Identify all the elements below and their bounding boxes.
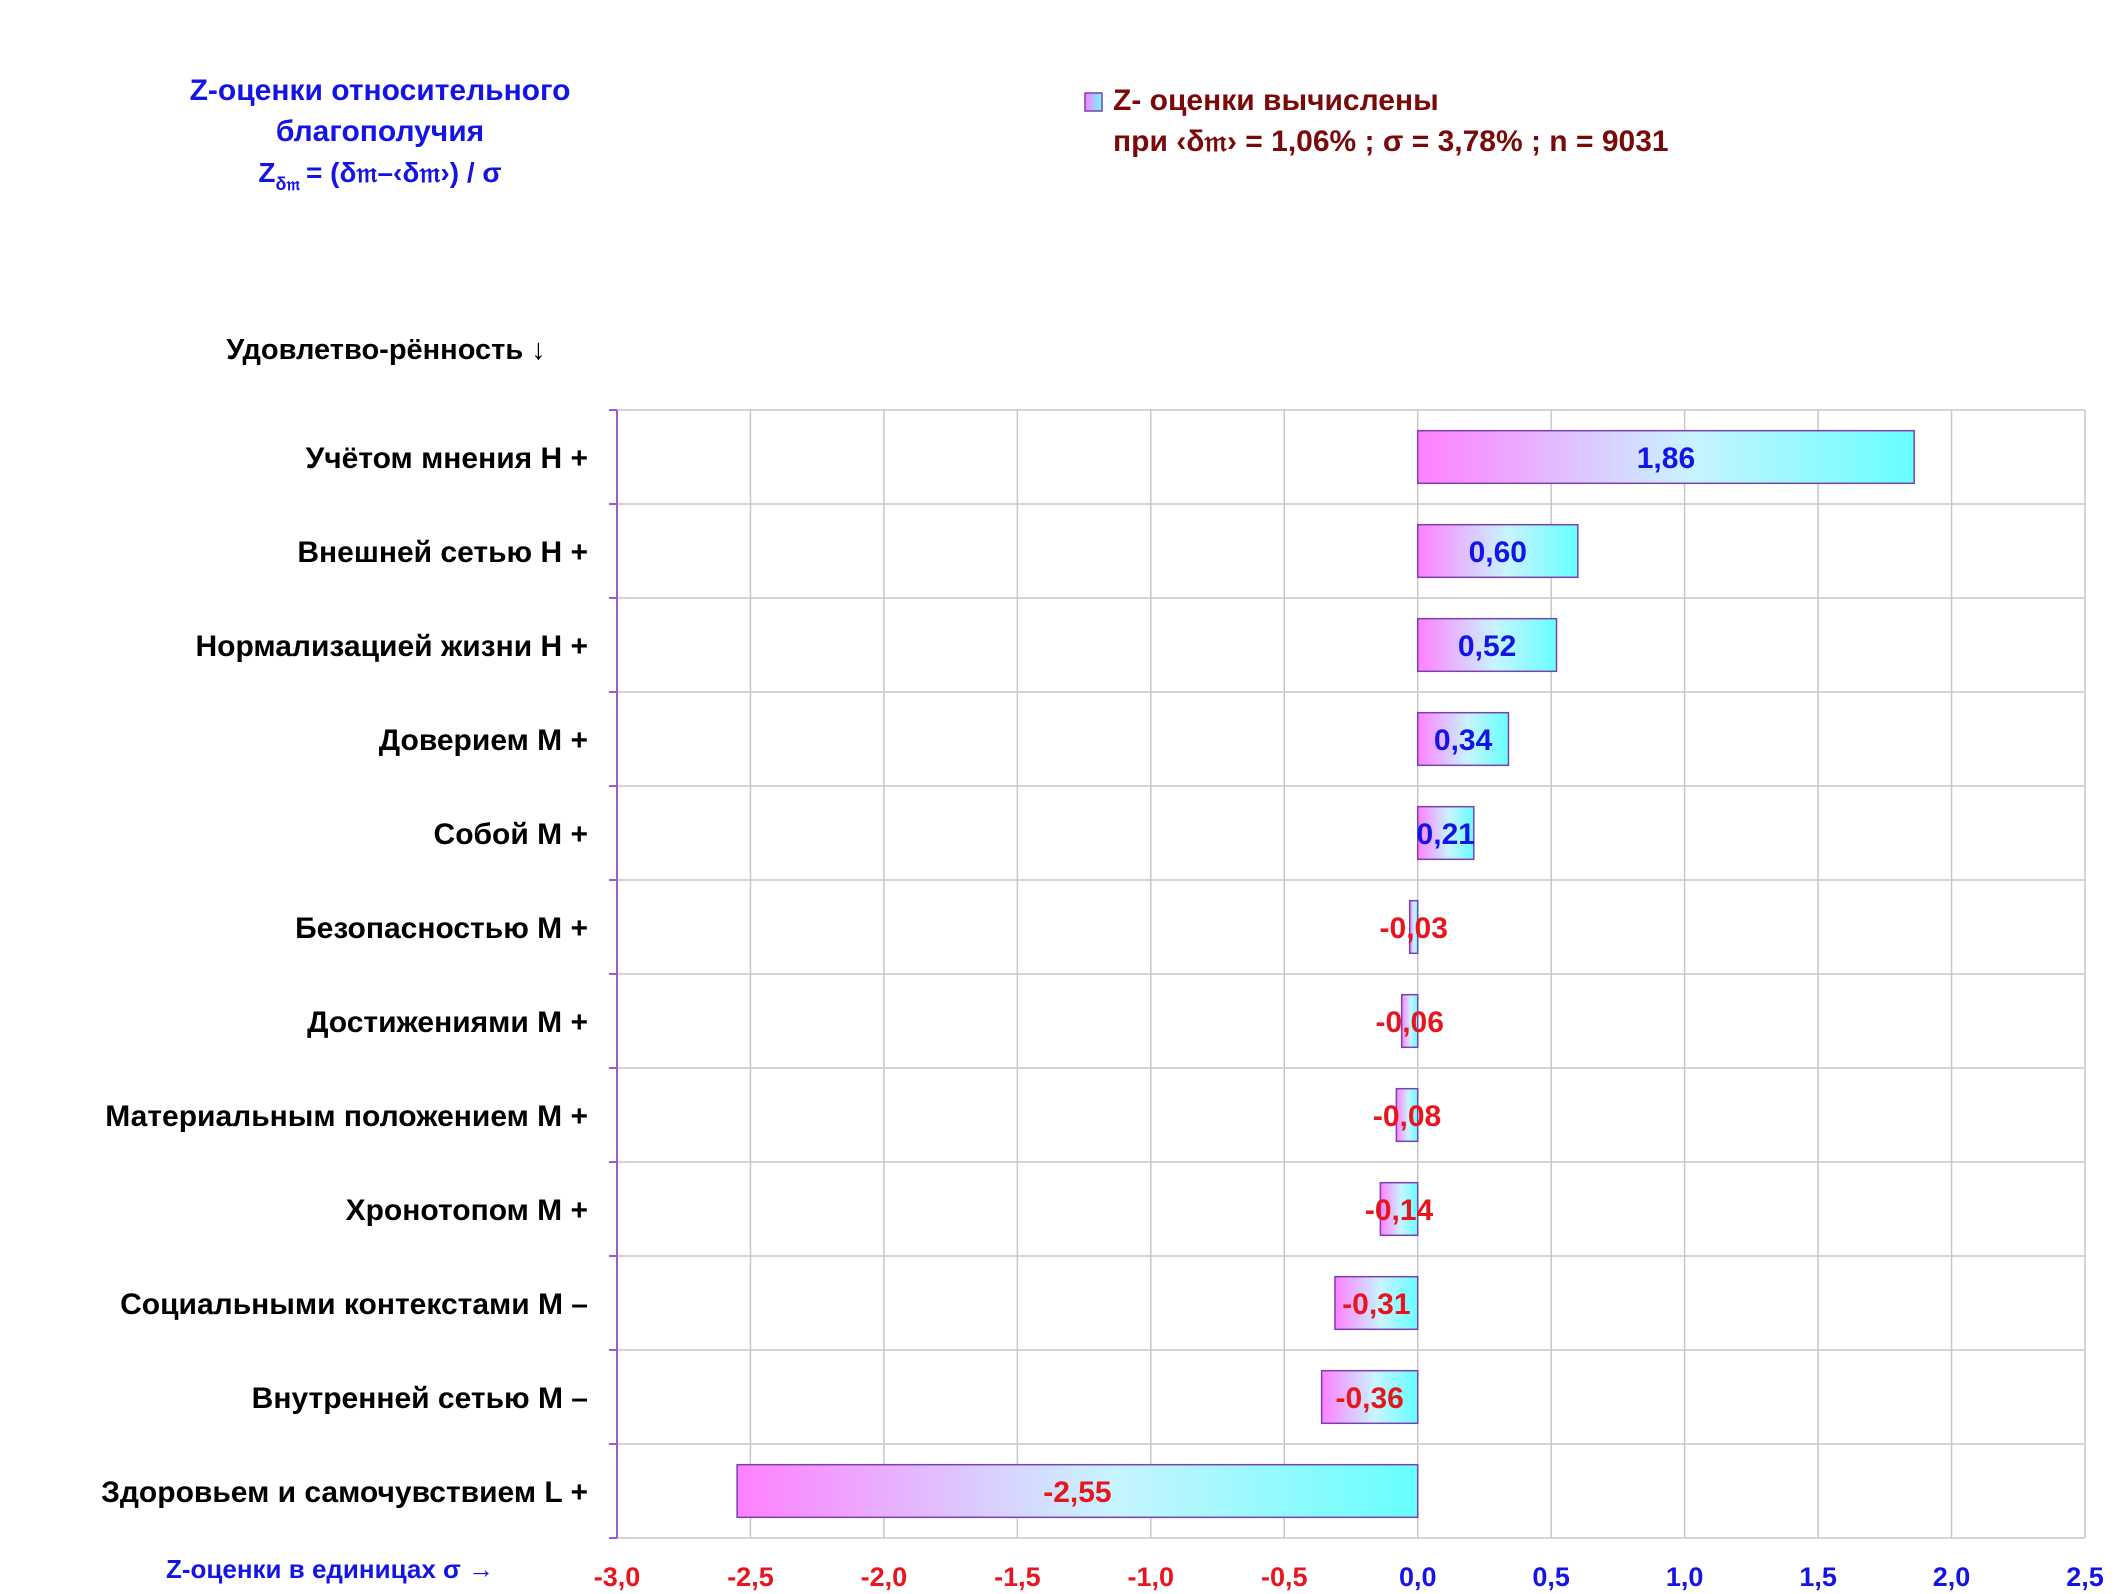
category-label: Внутренней сетью М –: [252, 1382, 588, 1415]
bar-value-label: -0,08: [1373, 1100, 1441, 1133]
chart-title-line1: Z-оценки относительного: [190, 74, 571, 107]
bar-value-label: 0,52: [1458, 630, 1516, 663]
x-tick-labels: -3,0 -2,5 -2,0 -1,5 -1,0 -0,5 0,0 0,5 1,0 1,5 2,0 2…: [594, 1562, 2104, 1592]
x-axis-label: Z-оценки в единицах σ →: [166, 1554, 494, 1584]
x-tick-label: 2,0: [1933, 1562, 1971, 1592]
category-label: Материальным положением М +: [105, 1100, 588, 1133]
value-labels: 1,86 0,60 0,52 0,34 0,21 -0,03 -0,06 -0,08 -0,14…: [1043, 442, 1695, 1509]
x-tick-label: 0,5: [1532, 1562, 1570, 1592]
bar: [1320, 1369, 1419, 1425]
bar-value-label: -0,36: [1335, 1382, 1403, 1415]
bar-value-label: 1,86: [1637, 442, 1695, 475]
bar-value-label: -0,31: [1342, 1288, 1410, 1321]
x-tick-label: -2,5: [727, 1562, 774, 1592]
category-label: Социальными контекстами М –: [120, 1288, 588, 1321]
category-label: Здоровьем и самочувствием L +: [101, 1476, 588, 1509]
category-label: Внешней сетью Н +: [297, 536, 588, 569]
bar: [1416, 711, 1510, 767]
bar: [1334, 1275, 1419, 1331]
x-tick-label: 1,5: [1799, 1562, 1837, 1592]
formula-body: = (δ𝔪–‹δ𝔪›) / σ: [306, 157, 502, 188]
y-axis-label: Удовлетво-рённость ↓: [226, 334, 546, 366]
bar: [1379, 1181, 1419, 1237]
bar-value-label: -0,06: [1376, 1006, 1444, 1039]
bar: [1408, 899, 1419, 955]
bar-value-label: 0,60: [1469, 536, 1527, 569]
category-label: Хронотопом М +: [346, 1194, 588, 1227]
legend: Z- оценки вычислены при ‹δ𝔪› = 1,06% ; σ…: [1084, 84, 1669, 158]
x-tick-label: -3,0: [594, 1562, 641, 1592]
category-labels: Учётом мнения Н + Внешней сетью Н + Нормал…: [101, 442, 588, 1509]
bar: [1416, 617, 1558, 673]
x-tick-label: 0,0: [1399, 1562, 1437, 1592]
category-label: Собой М +: [434, 818, 588, 851]
category-label: Доверием М +: [379, 724, 588, 757]
category-label: Учётом мнения Н +: [306, 442, 588, 475]
x-tick-label: -1,5: [994, 1562, 1041, 1592]
x-tick-label: 2,5: [2066, 1562, 2104, 1592]
bar: [1400, 993, 1419, 1049]
bar: [1416, 429, 1915, 485]
grid: [609, 409, 2086, 1539]
bar: [1416, 523, 1579, 579]
legend-line2: при ‹δ𝔪› = 1,06% ; σ = 3,78% ; n = 9031: [1113, 125, 1669, 158]
category-label: Безопасностью М +: [295, 912, 588, 945]
x-tick-label: -0,5: [1261, 1562, 1308, 1592]
formula-z: Z: [258, 157, 275, 188]
bar-value-label: -0,14: [1365, 1194, 1434, 1227]
bar: [736, 1463, 1419, 1519]
chart-title-formula: Zδ𝔪 = (δ𝔪–‹δ𝔪›) / σ: [258, 157, 501, 194]
bar-value-label: -0,03: [1380, 912, 1448, 945]
x-tick-label: -1,0: [1128, 1562, 1175, 1592]
bar-value-label: 0,21: [1417, 818, 1475, 851]
category-label: Достижениями М +: [307, 1006, 588, 1039]
bar: [1395, 1087, 1419, 1143]
chart-title-line2: благополучия: [276, 115, 484, 148]
category-label: Нормализацией жизни Н +: [196, 630, 589, 663]
x-tick-label: -2,0: [861, 1562, 908, 1592]
bar: [1416, 805, 1475, 861]
formula-subscript: δ𝔪: [276, 174, 301, 194]
legend-swatch: [1084, 92, 1103, 112]
x-tick-label: 1,0: [1666, 1562, 1704, 1592]
bar-value-label: -2,55: [1043, 1476, 1111, 1509]
legend-line1: Z- оценки вычислены: [1113, 84, 1439, 117]
bar-value-label: 0,34: [1434, 724, 1493, 757]
bars: [736, 429, 1915, 1519]
